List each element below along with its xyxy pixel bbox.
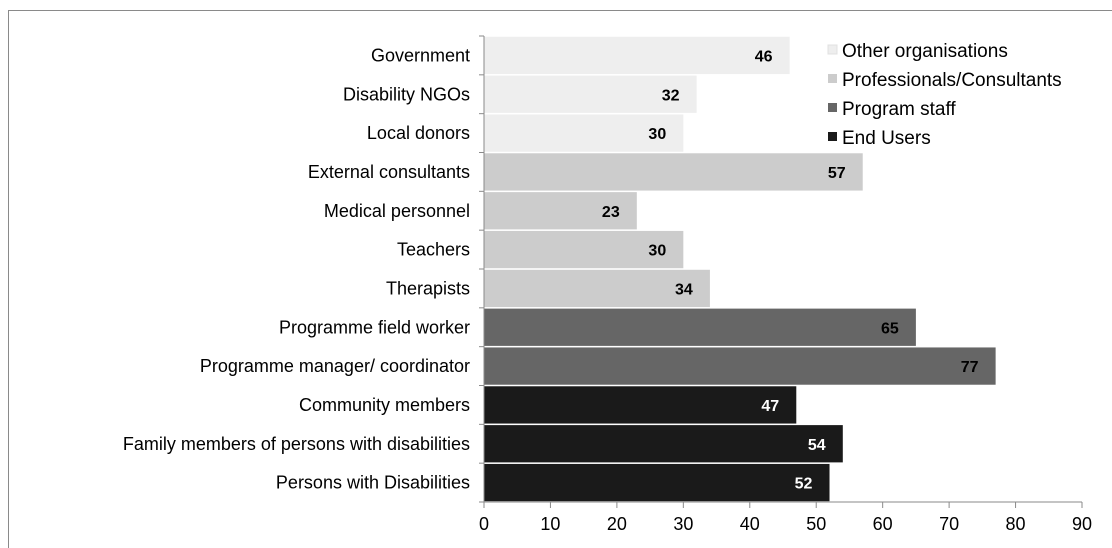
legend-label: End Users xyxy=(842,128,931,149)
bar xyxy=(484,114,684,152)
x-tick-label: 90 xyxy=(1072,514,1092,534)
category-label: Government xyxy=(371,45,470,65)
x-tick-label: 30 xyxy=(673,514,693,534)
data-label: 57 xyxy=(828,165,846,182)
category-label: Community members xyxy=(299,395,470,415)
x-tick-label: 40 xyxy=(740,514,760,534)
legend-swatch xyxy=(828,132,837,141)
x-tick-label: 70 xyxy=(939,514,959,534)
category-label: External consultants xyxy=(308,162,470,182)
bar xyxy=(484,347,996,385)
x-tick-label: 20 xyxy=(607,514,627,534)
legend-label: Program staff xyxy=(842,99,956,120)
data-label: 32 xyxy=(662,87,680,104)
bar xyxy=(484,386,797,424)
data-label: 54 xyxy=(808,437,826,454)
category-label: Therapists xyxy=(386,278,470,298)
data-label: 23 xyxy=(602,204,620,221)
legend-swatch xyxy=(827,44,838,55)
data-label: 30 xyxy=(648,126,666,143)
legend-swatch xyxy=(828,103,837,112)
bar xyxy=(484,269,710,308)
data-label: 77 xyxy=(961,359,979,376)
data-label: 65 xyxy=(881,320,899,337)
legend-label: Professionals/Consultants xyxy=(842,70,1062,91)
bar xyxy=(484,192,637,230)
category-label: Persons with Disabilities xyxy=(276,473,470,493)
data-label: 46 xyxy=(755,48,773,65)
bar xyxy=(484,75,697,113)
x-tick-label: 10 xyxy=(540,514,560,534)
category-label: Medical personnel xyxy=(324,201,470,221)
category-label: Local donors xyxy=(367,123,470,143)
data-label: 34 xyxy=(675,281,693,298)
data-label: 52 xyxy=(795,476,813,493)
x-tick-label: 0 xyxy=(479,514,489,534)
category-label: Programme field worker xyxy=(279,317,470,337)
data-label: 47 xyxy=(761,398,779,415)
x-tick-label: 80 xyxy=(1006,514,1026,534)
bar xyxy=(484,308,916,346)
chart-frame xyxy=(8,10,1112,548)
bar xyxy=(484,463,830,502)
category-label: Family members of persons with disabilit… xyxy=(123,434,470,454)
x-tick-label: 50 xyxy=(806,514,826,534)
legend-swatch xyxy=(828,74,837,83)
bar xyxy=(484,153,863,191)
category-label: Disability NGOs xyxy=(343,84,470,104)
x-tick-label: 60 xyxy=(873,514,893,534)
category-label: Teachers xyxy=(397,240,470,260)
bar xyxy=(484,425,843,463)
bar xyxy=(484,230,684,269)
bar xyxy=(484,36,790,75)
legend-label: Other organisations xyxy=(842,41,1008,62)
data-label: 30 xyxy=(648,243,666,260)
category-label: Programme manager/ coordinator xyxy=(200,356,470,376)
